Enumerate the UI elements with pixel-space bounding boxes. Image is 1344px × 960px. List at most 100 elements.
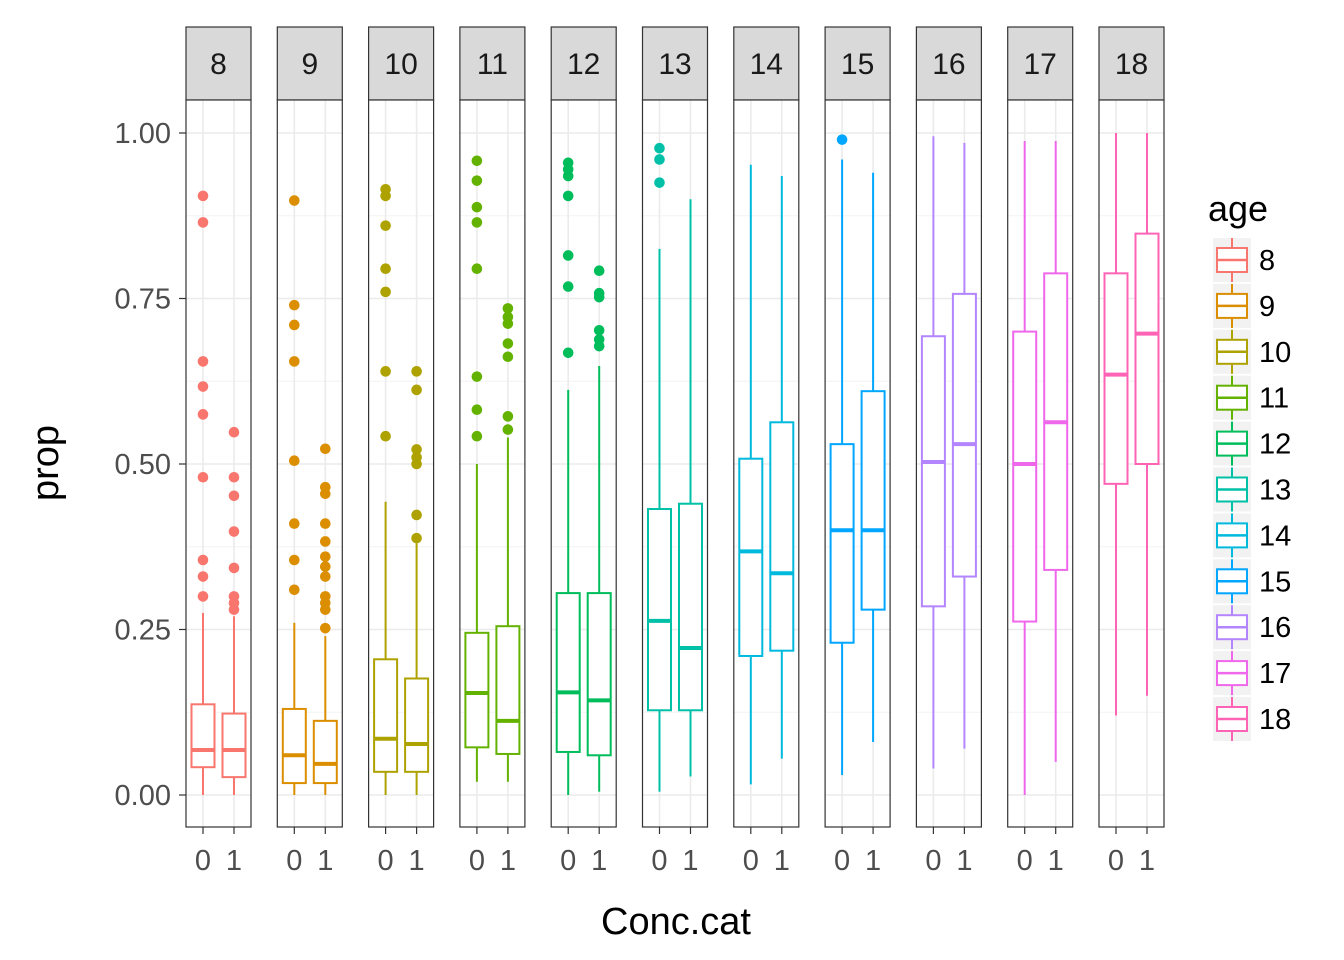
facet-strip-label: 13 <box>658 48 691 81</box>
x-tick-label: 1 <box>682 845 698 877</box>
outlier-point <box>289 584 300 596</box>
panel-border <box>276 99 343 828</box>
outlier-point <box>228 426 240 438</box>
outlier-point <box>197 409 209 420</box>
box-iqr <box>769 421 795 652</box>
outlier-point <box>228 490 240 502</box>
facet-panel: 9 0 1 <box>276 26 343 877</box>
x-tick-label: 0 <box>195 845 211 877</box>
y-axis: 0.00 0.25 0.50 0.75 1.00 <box>115 118 186 812</box>
box-iqr <box>678 502 703 712</box>
box-1 <box>312 443 338 795</box>
box-1 <box>678 199 703 777</box>
legend-item: 11 <box>1213 375 1289 420</box>
x-tick-label: 0 <box>834 845 850 877</box>
panel-border <box>733 99 800 828</box>
outlier-point <box>320 561 331 572</box>
outlier-point <box>380 183 391 195</box>
box-iqr <box>951 292 977 578</box>
outlier-point <box>289 356 300 367</box>
legend-item: 10 <box>1213 329 1291 374</box>
facet-panel: 8 0 1 <box>185 26 252 877</box>
box-1 <box>586 265 612 792</box>
legend-item: 9 <box>1213 283 1275 328</box>
outlier-point <box>836 134 848 145</box>
facet-panel: 12 0 1 <box>550 26 617 877</box>
box-iqr <box>1012 330 1038 623</box>
facet-strip <box>276 26 343 101</box>
outlier-point <box>320 536 331 547</box>
legend-item: 15 <box>1213 559 1291 604</box>
box-0 <box>920 136 946 769</box>
x-tick-label: 0 <box>469 845 485 877</box>
outlier-point <box>197 190 209 202</box>
box-iqr <box>738 457 764 657</box>
outlier-point <box>320 443 331 455</box>
legend-item: 12 <box>1213 421 1291 466</box>
box-iqr <box>312 719 338 785</box>
box-0 <box>738 164 764 785</box>
facet-strip <box>1007 26 1074 101</box>
outlier-point <box>411 532 422 544</box>
legend-item: 17 <box>1213 651 1291 696</box>
box-iqr <box>555 592 581 753</box>
outlier-point <box>228 471 240 483</box>
outlier-point <box>289 554 300 566</box>
outlier-point <box>289 518 300 529</box>
box-iqr <box>404 677 430 773</box>
facet-panel: 160 1 <box>915 26 983 877</box>
y-tick-label: 0.50 <box>115 449 171 481</box>
x-tick-label: 1 <box>226 845 242 877</box>
x-tick-label: 1 <box>317 845 333 877</box>
x-axis-title: Conc.cat <box>601 901 751 943</box>
facet-strip <box>641 26 709 101</box>
box-1 <box>404 366 430 795</box>
outlier-point <box>197 591 209 602</box>
facet-panel: 10 0 1 <box>368 26 435 877</box>
outlier-point <box>320 518 331 529</box>
outlier-point <box>197 356 209 367</box>
outlier-point <box>593 324 605 336</box>
box-iqr <box>221 712 247 779</box>
facet-panel: 11 0 1 <box>459 26 526 877</box>
facet-strip-label: 17 <box>1024 48 1057 81</box>
outlier-point <box>289 299 300 311</box>
box-iqr <box>920 335 946 608</box>
facet-strip-label: 18 <box>1115 48 1148 81</box>
outlier-point <box>654 177 665 188</box>
outlier-point <box>228 591 240 602</box>
box-0 <box>190 190 216 795</box>
x-tick-label: 0 <box>286 845 302 877</box>
facet-strip-label: 14 <box>750 48 783 81</box>
panel-border <box>185 99 252 828</box>
outlier-point <box>320 551 331 562</box>
legend-label: 13 <box>1259 475 1291 507</box>
outlier-point <box>471 263 483 275</box>
box-iqr <box>1134 232 1160 465</box>
y-tick-label: 0.25 <box>115 615 171 647</box>
outlier-point <box>471 430 483 442</box>
outlier-point <box>411 509 422 521</box>
x-tick-label: 1 <box>774 845 790 877</box>
outlier-point <box>562 250 574 261</box>
panel-border <box>641 99 709 828</box>
x-tick-label: 0 <box>1017 845 1033 877</box>
legend-label: 14 <box>1259 520 1291 552</box>
outlier-point <box>289 455 300 466</box>
facet-strip-label: 10 <box>384 48 417 81</box>
box-iqr <box>586 592 612 757</box>
facet-panel: 13 0 1 <box>641 26 709 877</box>
facet-strip <box>733 26 800 101</box>
x-tick-label: 1 <box>865 845 881 877</box>
outlier-point <box>380 220 391 231</box>
outlier-point <box>471 201 483 213</box>
x-tick-label: 1 <box>1048 845 1064 877</box>
legend-label: 12 <box>1259 429 1291 461</box>
facet-strip-label: 8 <box>210 48 227 81</box>
box-iqr <box>860 390 886 611</box>
box-0 <box>373 183 399 795</box>
box-iqr <box>829 443 855 644</box>
box-1 <box>221 426 247 795</box>
